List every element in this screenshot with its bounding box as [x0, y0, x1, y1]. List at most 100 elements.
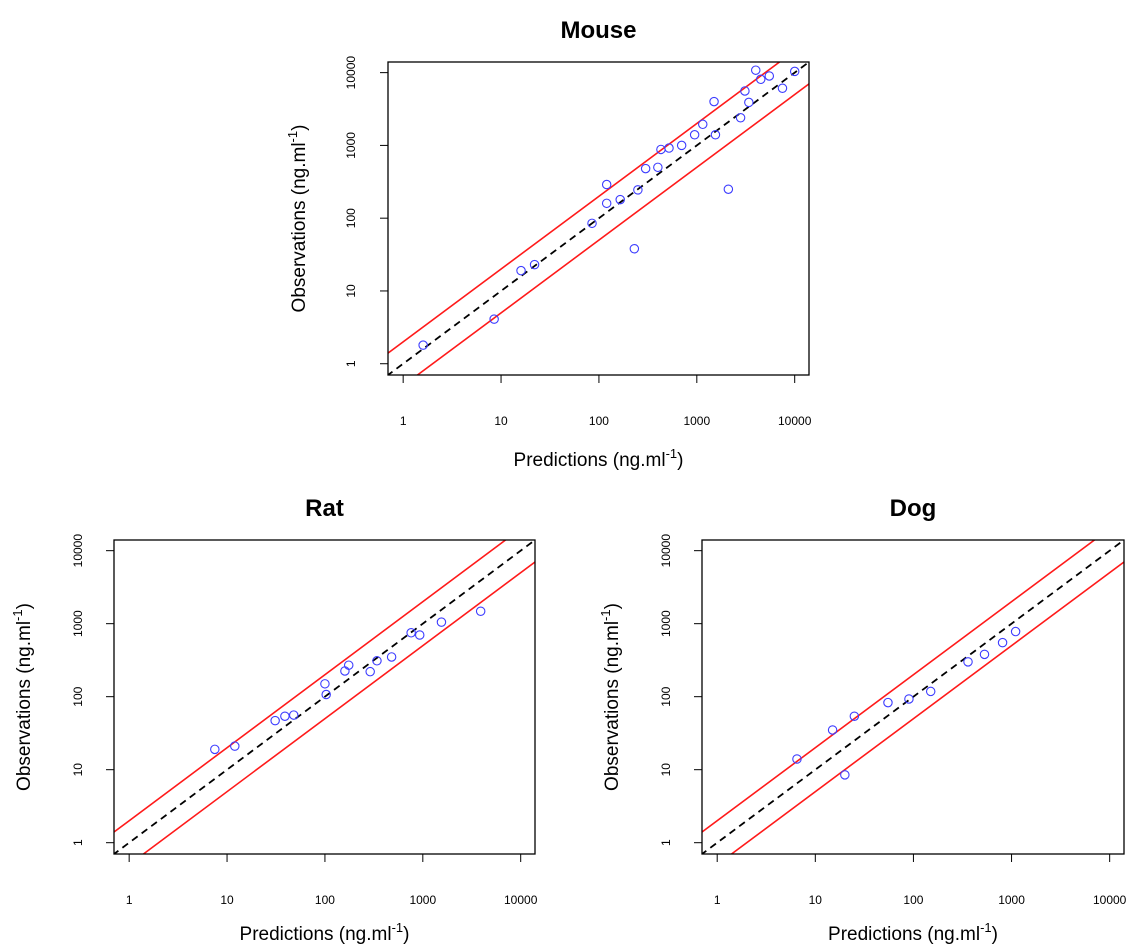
data-point	[664, 143, 674, 153]
data-point	[587, 218, 597, 229]
data-point	[529, 259, 540, 270]
data-point	[436, 617, 447, 627]
lower-bound-line	[416, 82, 809, 375]
x-tick-label: 1000	[998, 893, 1025, 907]
x-tick-label: 10	[220, 893, 234, 907]
lower-bound-line	[730, 560, 1124, 854]
y-tick-label: 10000	[71, 534, 85, 568]
data-point	[709, 96, 719, 107]
x-tick-label: 1000	[683, 414, 710, 428]
lower-bound-line	[142, 560, 535, 854]
x-tick-label: 10000	[778, 414, 812, 428]
data-point	[764, 71, 775, 81]
data-point	[320, 679, 330, 689]
data-point	[849, 711, 860, 721]
data-point	[963, 657, 973, 667]
x-axis-label: Predictions (ng.ml-1)	[240, 920, 410, 945]
y-tick-label: 100	[659, 686, 673, 706]
y-tick-label: 10	[344, 284, 358, 298]
upper-bound-line	[702, 540, 1096, 834]
data-point	[676, 140, 687, 151]
dog-chart: Dog 1 10 100 1000 10000 1 10 100 1000 10000 Predict…	[598, 495, 1127, 945]
y-tick-label: 100	[71, 686, 85, 706]
data-point	[735, 112, 746, 123]
x-tick-label: 1000	[409, 893, 436, 907]
data-point	[883, 697, 893, 708]
data-point	[372, 656, 382, 666]
x-tick-label: 100	[589, 414, 609, 428]
x-tick-label: 10000	[1093, 893, 1127, 907]
y-axis-label: Observations (ng.ml-1)	[10, 603, 35, 791]
data-point	[475, 606, 486, 616]
data-point	[280, 711, 290, 721]
data-point	[288, 710, 299, 720]
chart-title: Mouse	[560, 17, 636, 44]
x-tick-label: 10000	[504, 893, 538, 907]
data-point	[640, 163, 651, 174]
rat-chart: Rat 1 10 100 1000 10000 1 10 100 1000 10000 Predict…	[10, 495, 538, 945]
data-point	[210, 744, 220, 755]
data-point	[406, 628, 416, 638]
x-tick-label: 100	[315, 893, 335, 907]
data-point	[1010, 626, 1021, 637]
identity-line	[702, 540, 1124, 854]
y-tick-label: 10000	[344, 56, 358, 90]
x-tick-label: 100	[903, 893, 923, 907]
data-point	[698, 119, 708, 130]
data-point	[386, 652, 397, 662]
data-point	[343, 660, 354, 670]
data-point	[723, 184, 734, 194]
upper-bound-line	[114, 540, 507, 834]
y-tick-label: 10	[659, 763, 673, 777]
data-point	[365, 666, 375, 677]
y-tick-label: 1	[344, 360, 358, 367]
identity-line	[388, 62, 809, 375]
data-point	[979, 649, 990, 660]
identity-line	[114, 540, 535, 854]
mouse-chart: Mouse 1 10 100 1000 10000 1 10 100 1000 10000 Predi…	[285, 17, 812, 471]
x-axis-label: Predictions (ng.ml-1)	[514, 446, 684, 471]
data-point	[750, 65, 761, 75]
y-tick-label: 1000	[659, 610, 673, 637]
y-axis-label: Observations (ng.ml-1)	[598, 603, 623, 791]
y-tick-label: 100	[344, 208, 358, 228]
y-tick-label: 10	[71, 763, 85, 777]
data-point	[710, 130, 721, 140]
data-point	[904, 694, 914, 704]
x-tick-label: 1	[714, 893, 721, 907]
data-point	[789, 66, 800, 77]
data-point	[230, 741, 240, 751]
y-tick-label: 1000	[71, 610, 85, 637]
y-tick-label: 10000	[659, 534, 673, 568]
data-point	[516, 265, 526, 276]
x-tick-label: 1	[126, 893, 133, 907]
y-tick-label: 1	[71, 839, 85, 846]
data-point	[689, 130, 700, 140]
data-point	[489, 314, 499, 324]
data-point	[777, 83, 788, 94]
data-point	[925, 686, 936, 697]
data-point	[321, 689, 331, 700]
data-point	[414, 630, 425, 640]
upper-bound-line	[388, 62, 781, 355]
data-point	[792, 754, 802, 764]
data-point	[629, 244, 640, 254]
y-axis-label: Observations (ng.ml-1)	[285, 125, 310, 313]
data-point	[270, 715, 280, 726]
data-point	[744, 97, 754, 108]
data-point	[840, 770, 850, 780]
chart-title: Dog	[890, 495, 937, 522]
data-point	[653, 162, 663, 173]
data-point	[827, 725, 838, 735]
data-point	[601, 179, 612, 190]
data-point	[633, 185, 643, 195]
data-point	[615, 194, 625, 205]
data-point	[756, 74, 766, 85]
y-tick-label: 1000	[344, 132, 358, 159]
x-tick-label: 1	[400, 414, 407, 428]
data-point	[740, 86, 750, 96]
chart-title: Rat	[305, 495, 344, 522]
x-axis-label: Predictions (ng.ml-1)	[828, 920, 998, 945]
data-point	[997, 637, 1008, 648]
